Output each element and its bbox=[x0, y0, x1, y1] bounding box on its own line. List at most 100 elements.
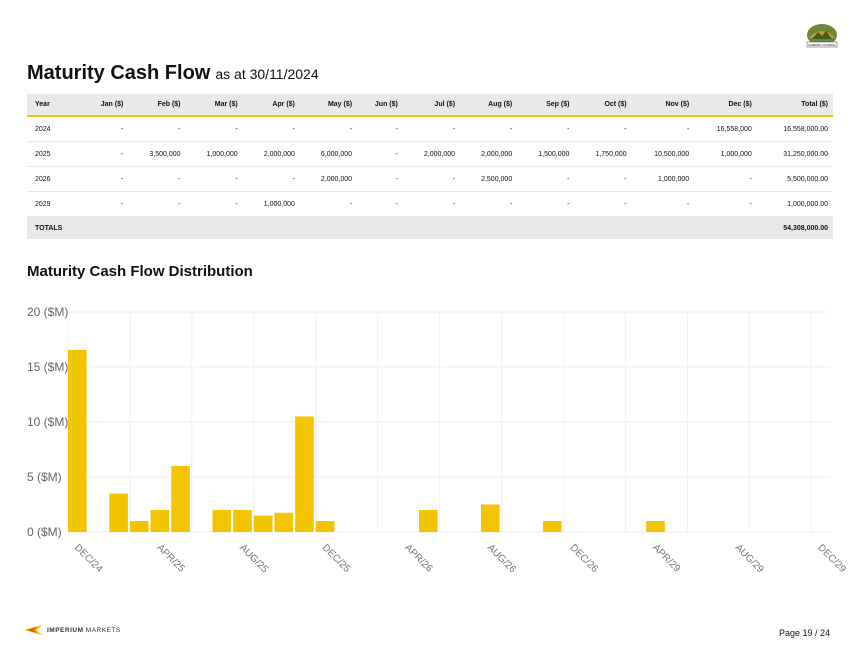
table-cell: - bbox=[242, 116, 300, 142]
table-cell: - bbox=[574, 166, 632, 192]
table-cell: - bbox=[185, 116, 243, 142]
table-cell: - bbox=[185, 166, 243, 192]
table-cell: 1,750,000 bbox=[574, 141, 632, 167]
table-cell: 5,500,000.00 bbox=[756, 166, 833, 192]
y-tick-label: 20 ($M) bbox=[27, 305, 68, 319]
table-cell: 16,558,000.00 bbox=[756, 116, 833, 142]
bar bbox=[419, 510, 438, 532]
footer-logo: IMPERIUM MARKETS bbox=[24, 625, 121, 635]
col-header: Jan ($) bbox=[83, 94, 129, 117]
y-tick-label: 5 ($M) bbox=[27, 470, 62, 484]
col-header: Apr ($) bbox=[242, 94, 300, 117]
table-cell: - bbox=[83, 191, 129, 217]
table-cell: - bbox=[694, 191, 757, 217]
table-cell: - bbox=[357, 141, 403, 167]
table-cell: - bbox=[631, 116, 695, 142]
bar bbox=[542, 521, 562, 532]
col-header: Feb ($) bbox=[128, 94, 186, 117]
table-cell: 1,000,000 bbox=[185, 141, 243, 167]
table-cell: - bbox=[185, 191, 243, 217]
table-cell: - bbox=[128, 191, 186, 217]
table-cell: - bbox=[128, 116, 186, 142]
x-tick-label: DEC/25 bbox=[320, 542, 353, 575]
table-cell: - bbox=[460, 116, 518, 142]
col-header: Year bbox=[27, 94, 84, 117]
footer-brand: IMPERIUM MARKETS bbox=[47, 626, 121, 634]
table-cell: - bbox=[299, 191, 358, 217]
y-tick-label: 0 ($M) bbox=[27, 525, 62, 539]
table-cell: 1,000,000 bbox=[631, 166, 695, 192]
table-cell: 2,000,000 bbox=[460, 141, 518, 167]
bar bbox=[295, 416, 314, 532]
table-cell: 1,000,000.00 bbox=[756, 191, 833, 217]
bar bbox=[171, 466, 190, 532]
y-tick-label: 15 ($M) bbox=[27, 360, 68, 374]
bar bbox=[646, 521, 665, 532]
table-cell: 2,000,000 bbox=[299, 166, 358, 192]
x-tick-label: AUG/25 bbox=[237, 542, 270, 575]
table-cell: 1,000,000 bbox=[694, 141, 757, 167]
bar bbox=[150, 510, 170, 532]
table-cell: - bbox=[128, 166, 186, 192]
table-cell: - bbox=[694, 166, 757, 192]
table-cell: 6,000,000 bbox=[299, 141, 358, 167]
col-header: May ($) bbox=[299, 94, 358, 117]
table-cell: 10,500,000 bbox=[631, 141, 695, 167]
table-cell: - bbox=[83, 116, 129, 142]
bar bbox=[109, 493, 128, 532]
table-cell: 1,000,000 bbox=[242, 191, 300, 217]
table-cell: - bbox=[574, 191, 632, 217]
table-cell: 2026 bbox=[27, 166, 84, 192]
maturity-table: Year Jan ($) Feb ($) Mar ($) Apr ($) May… bbox=[27, 94, 833, 239]
table-row: 2026- - - -2,000,000- -2,500,000- -1,000,000-… bbox=[27, 166, 833, 192]
title-main: Maturity Cash Flow bbox=[27, 62, 211, 84]
bar bbox=[274, 512, 294, 532]
totals-label: TOTALS bbox=[27, 216, 84, 239]
x-tick-label: DEC/26 bbox=[567, 542, 600, 575]
bar bbox=[315, 521, 335, 532]
table-cell: - bbox=[357, 166, 403, 192]
distribution-title: Maturity Cash Flow Distribution bbox=[27, 263, 253, 280]
table-cell: - bbox=[357, 116, 403, 142]
table-cell: - bbox=[517, 116, 575, 142]
table-row: 2025-3,500,000 1,000,000 2,000,000 6,000,00… bbox=[27, 141, 833, 167]
table-cell: 31,250,000.00 bbox=[756, 141, 833, 167]
table-cell: - bbox=[517, 166, 575, 192]
page-number: Page 19 / 24 bbox=[778, 628, 830, 638]
totals-row: TOTALS 54,308,000.00 bbox=[27, 216, 833, 239]
table-cell: 3,500,000 bbox=[128, 141, 186, 167]
table-cell: - bbox=[402, 166, 461, 192]
table-row: 2029- - -1,000,000- - - - - - - -1,000,000.00 bbox=[27, 191, 833, 217]
table-cell: 2,500,000 bbox=[460, 166, 518, 192]
table-cell: 2025 bbox=[27, 141, 84, 167]
bar bbox=[212, 510, 232, 532]
maturity-distribution-chart: 0 ($M) 5 ($M) 10 ($M) 15 ($M) 20 ($M) DEC/24 A… bbox=[27, 305, 848, 576]
table-cell: - bbox=[83, 166, 129, 192]
col-header: Sep ($) bbox=[517, 94, 575, 117]
col-header: Aug ($) bbox=[460, 94, 518, 117]
table-cell: 16,558,000 bbox=[694, 116, 757, 142]
imperium-logo-icon bbox=[24, 625, 42, 635]
table-cell: - bbox=[83, 141, 129, 167]
table-cell: - bbox=[631, 191, 695, 217]
col-header: Mar ($) bbox=[185, 94, 243, 117]
table-cell: - bbox=[574, 116, 632, 142]
table-cell: 1,500,000 bbox=[517, 141, 575, 167]
page-title: Maturity Cash Flow as at 30/11/2024 bbox=[27, 62, 319, 85]
x-tick-label: APR/29 bbox=[650, 542, 682, 574]
table-cell: 2024 bbox=[27, 116, 84, 142]
table-cell: - bbox=[242, 166, 300, 192]
table-row: 2024- - - - - - - - - - -16,558,000 16,558,000.00 bbox=[27, 116, 833, 142]
table-cell: - bbox=[357, 191, 403, 217]
col-header: Dec ($) bbox=[694, 94, 757, 117]
col-header: Jun ($) bbox=[357, 94, 403, 117]
totals-value: 54,308,000.00 bbox=[756, 216, 833, 239]
y-tick-label: 10 ($M) bbox=[27, 415, 68, 429]
col-header: Jul ($) bbox=[402, 94, 461, 117]
col-header: Nov ($) bbox=[631, 94, 695, 117]
table-cell: - bbox=[299, 116, 358, 142]
table-cell: - bbox=[402, 191, 461, 217]
table-cell: 2029 bbox=[27, 191, 84, 217]
table-cell: - bbox=[517, 191, 575, 217]
bar bbox=[481, 504, 500, 532]
